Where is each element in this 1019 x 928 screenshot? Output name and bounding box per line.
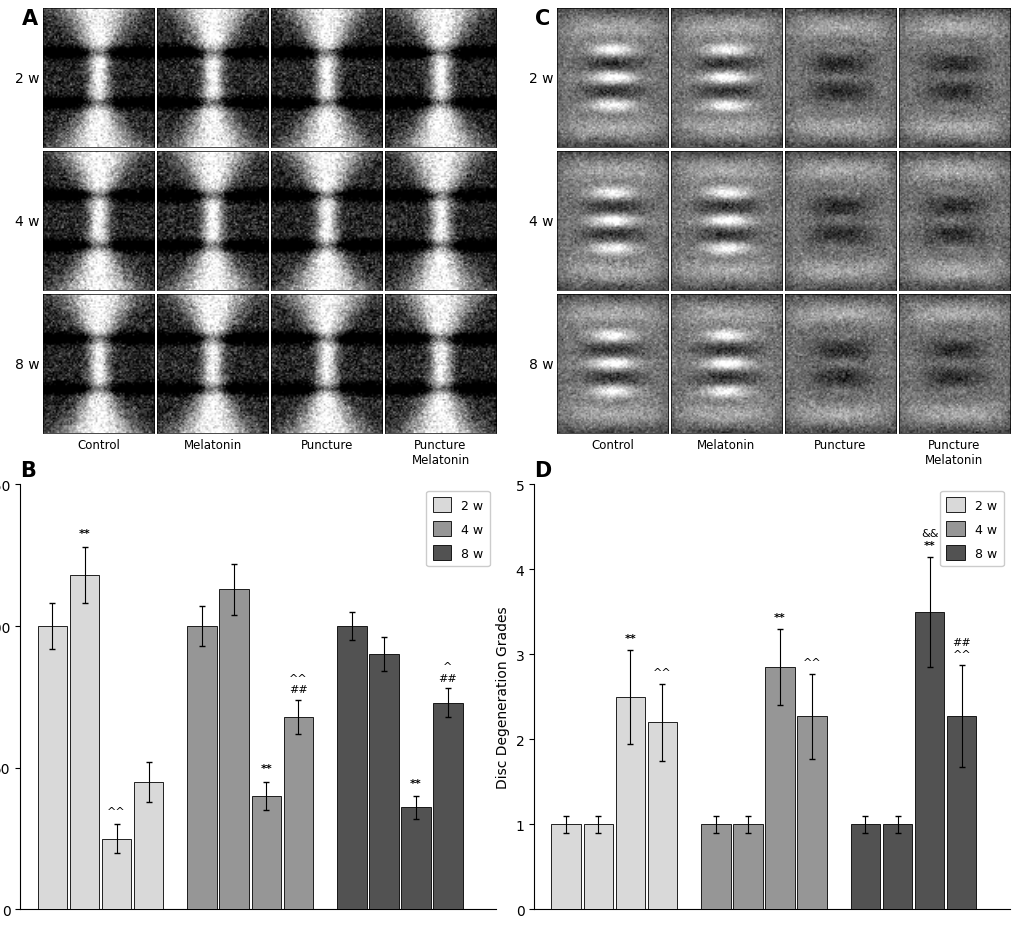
Text: ##: ##	[288, 684, 308, 694]
Bar	[551, 824, 581, 909]
Bar	[336, 626, 366, 909]
X-axis label: Puncture: Puncture	[813, 438, 866, 451]
Bar	[850, 824, 879, 909]
Text: 2 w: 2 w	[15, 71, 40, 85]
Bar	[369, 654, 398, 909]
Text: B: B	[20, 460, 37, 481]
Text: ^^: ^^	[652, 667, 672, 677]
Bar	[187, 626, 217, 909]
Text: 8 w: 8 w	[14, 357, 40, 371]
Bar	[283, 717, 313, 909]
X-axis label: Puncture: Puncture	[301, 438, 353, 451]
Text: ^^: ^^	[107, 806, 126, 816]
X-axis label: Control: Control	[77, 438, 120, 451]
Text: ^^: ^^	[288, 673, 308, 683]
Text: **: **	[410, 778, 422, 788]
Bar	[946, 716, 975, 909]
Bar	[733, 824, 762, 909]
Bar	[252, 796, 280, 909]
Bar	[433, 702, 463, 909]
Bar	[400, 807, 430, 909]
Legend: 2 w, 4 w, 8 w: 2 w, 4 w, 8 w	[940, 491, 1003, 567]
Text: ^: ^	[443, 662, 452, 672]
Text: **: **	[260, 764, 272, 774]
Bar	[219, 589, 249, 909]
Text: C: C	[535, 9, 550, 30]
Text: ^^: ^^	[802, 657, 820, 667]
Text: **: **	[78, 529, 91, 538]
Text: D: D	[534, 460, 551, 481]
Bar	[69, 575, 99, 909]
X-axis label: Melatonin: Melatonin	[697, 438, 755, 451]
Bar	[700, 824, 730, 909]
Bar	[764, 667, 794, 909]
Bar	[882, 824, 911, 909]
X-axis label: Puncture
Melatonin: Puncture Melatonin	[924, 438, 982, 466]
Text: **: **	[773, 612, 785, 623]
Text: **: **	[923, 540, 934, 550]
X-axis label: Puncture
Melatonin: Puncture Melatonin	[411, 438, 469, 466]
Text: A: A	[21, 9, 38, 30]
Text: 8 w: 8 w	[528, 357, 552, 371]
Legend: 2 w, 4 w, 8 w: 2 w, 4 w, 8 w	[426, 491, 489, 567]
Text: ^^: ^^	[952, 649, 970, 659]
X-axis label: Control: Control	[590, 438, 633, 451]
Bar	[102, 839, 131, 909]
Text: 2 w: 2 w	[528, 71, 552, 85]
Bar	[38, 626, 67, 909]
Bar	[133, 782, 163, 909]
Bar	[647, 723, 677, 909]
Text: **: **	[624, 634, 636, 644]
Text: &&: &&	[920, 528, 937, 538]
Y-axis label: Disc Degeneration Grades: Disc Degeneration Grades	[495, 606, 510, 789]
Bar	[914, 612, 944, 909]
X-axis label: Melatonin: Melatonin	[183, 438, 242, 451]
Text: 4 w: 4 w	[15, 214, 40, 228]
Bar	[583, 824, 612, 909]
Text: ##: ##	[438, 673, 457, 683]
Text: ##: ##	[952, 637, 970, 647]
Text: 4 w: 4 w	[528, 214, 552, 228]
Bar	[615, 697, 644, 909]
Bar	[797, 716, 826, 909]
